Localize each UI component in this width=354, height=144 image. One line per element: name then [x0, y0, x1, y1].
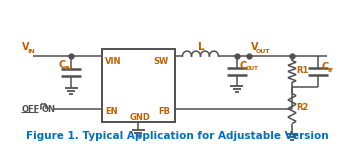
Text: GND: GND — [129, 113, 150, 122]
Text: L: L — [198, 42, 204, 52]
Text: IN: IN — [65, 66, 73, 71]
Text: OUT: OUT — [246, 67, 259, 72]
Text: EN: EN — [105, 107, 118, 116]
Text: C: C — [321, 62, 329, 72]
Text: FB: FB — [159, 107, 171, 116]
Text: V: V — [22, 42, 29, 52]
Text: ON: ON — [42, 105, 56, 113]
Text: OUT: OUT — [256, 49, 270, 54]
Text: IN: IN — [27, 49, 35, 54]
Text: V: V — [251, 42, 258, 52]
Text: Figure 1. Typical Application for Adjustable Version: Figure 1. Typical Application for Adjust… — [26, 131, 328, 141]
Text: C: C — [240, 61, 247, 71]
Text: ff: ff — [328, 68, 333, 73]
Text: C: C — [58, 60, 65, 70]
Text: R1: R1 — [297, 66, 309, 75]
Text: R2: R2 — [297, 103, 309, 112]
Text: SW: SW — [153, 57, 168, 66]
Text: OFF: OFF — [22, 105, 40, 113]
FancyBboxPatch shape — [102, 49, 175, 122]
Text: VIN: VIN — [105, 57, 122, 66]
